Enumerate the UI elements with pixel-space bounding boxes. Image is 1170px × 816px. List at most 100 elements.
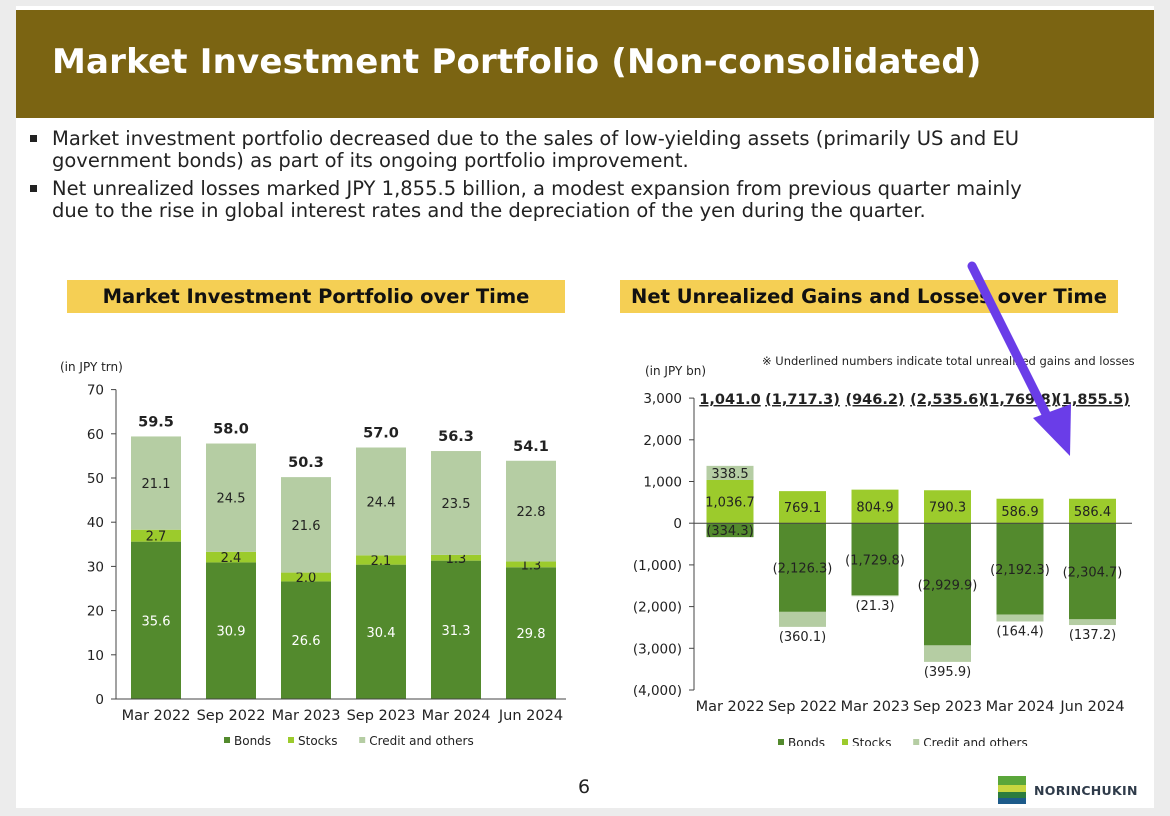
chart2-total-label: (946.2) [845,392,904,408]
chart1-data-label-stocks: 2.4 [221,551,242,566]
chart1-legend-swatch-credit-and-others [359,737,366,743]
chart2-y-tick-label: (3,000) [633,641,682,657]
chart1-y-tick-label: 10 [87,648,104,664]
chart1-total-label: 50.3 [288,455,324,471]
logo-mark-icon [998,776,1026,804]
chart2-x-tick-label: Mar 2023 [841,699,910,715]
chart2-y-tick-label: (2,000) [633,600,682,616]
bullet-marker [30,135,37,142]
chart1-total-label: 54.1 [513,439,549,455]
page-number: 6 [578,776,591,798]
title-bar: Market Investment Portfolio (Non-consoli… [16,10,1154,118]
chart1-y-tick-label: 70 [87,383,104,399]
chart2-legend-swatch-stocks [842,739,848,745]
chart1-bar-bonds-jun-2024 [506,567,556,699]
chart2-data-label-bonds: (2,126.3) [773,562,833,577]
chart1-unit-label: (in JPY trn) [60,360,123,374]
chart1-bar-credit-and-others-sep-2023 [356,447,406,556]
chart2-total-label: (1,769.8) [983,392,1058,408]
chart1-bar-stocks-mar-2022 [131,529,181,542]
chart2-y-tick-label: 0 [673,516,682,532]
chart2-bar-credit-and-others-mar-2024 [996,614,1044,622]
chart2-data-label-credit-and-others: (21.3) [855,599,894,614]
chart2-data-label-stocks: 1,036.7 [705,496,755,511]
unrealized-gains-chart: (in JPY bn) ※ Underlined numbers indicate… [633,354,1135,746]
chart1-bar-stocks-mar-2024 [431,554,481,561]
chart2-y-tick-label: 3,000 [643,391,682,407]
chart2-bar-bonds-mar-2022 [706,523,754,538]
chart1-data-label-stocks: 2.7 [146,530,167,545]
chart2-bar-bonds-jun-2024 [1069,523,1116,620]
chart1-bar-bonds-mar-2022 [131,541,181,699]
chart2-total-label: (1,717.3) [765,392,840,408]
chart1-total-label: 59.5 [138,414,174,430]
chart1-legend-swatch-bonds [224,737,230,743]
slide: Market Investment Portfolio (Non-consoli… [16,6,1154,808]
chart2-bar-credit-and-others-mar-2022 [706,465,754,480]
chart2-data-label-credit-and-others: (395.9) [924,665,971,680]
chart1-data-label-credit-and-others: 23.5 [442,497,471,512]
chart1-bar-credit-and-others-sep-2022 [206,443,256,552]
chart1-data-label-stocks: 2.1 [371,554,392,569]
norinchukin-logo: NORINCHUKIN [998,776,1148,806]
chart1-x-tick-label: Sep 2022 [197,708,266,724]
chart2-bar-credit-and-others-jun-2024 [1069,619,1116,626]
chart1-data-label-stocks: 1.3 [446,552,467,567]
chart-2-title: Net Unrealized Gains and Losses over Tim… [620,280,1118,313]
chart2-y-tick-label: 2,000 [643,433,682,449]
chart1-data-label-credit-and-others: 21.6 [292,519,321,534]
chart2-x-tick-label: Mar 2022 [696,699,765,715]
chart1-y-tick-label: 60 [87,427,104,443]
chart2-data-label-bonds: (2,192.3) [990,563,1050,578]
chart1-y-tick-label: 40 [87,515,104,531]
chart2-bar-credit-and-others-sep-2022 [779,611,826,627]
chart2-legend-credit-and-others: Credit and others [923,736,1028,746]
chart2-data-label-stocks: 769.1 [784,501,821,516]
chart1-bar-credit-and-others-mar-2023 [281,477,331,573]
bullet-2-line-1: Net unrealized losses marked JPY 1,855.5… [52,177,1022,200]
chart2-bar-stocks-mar-2023 [851,489,899,524]
chart1-data-label-bonds: 35.6 [142,614,171,629]
chart2-total-label: (2,535.6) [910,392,985,408]
chart2-legend-swatch-bonds [778,739,784,745]
chart2-data-label-stocks: 804.9 [856,500,893,515]
chart2-data-label-stocks: 586.4 [1074,505,1111,520]
chart1-bar-bonds-sep-2022 [206,562,256,699]
chart2-data-label-credit-and-others: (360.1) [779,630,826,645]
chart2-bar-stocks-mar-2024 [996,498,1044,524]
chart2-data-label-stocks: 790.3 [929,501,966,516]
chart1-x-tick-label: Mar 2024 [422,708,491,724]
chart1-data-label-credit-and-others: 22.8 [517,505,546,520]
chart1-data-label-stocks: 2.0 [296,571,317,586]
chart1-bar-bonds-mar-2023 [281,581,331,699]
chart2-data-label-credit-and-others: 338.5 [711,467,748,482]
chart1-data-label-bonds: 26.6 [292,634,321,649]
chart2-bar-bonds-mar-2023 [851,523,899,596]
chart2-data-label-bonds: (334.3) [706,524,753,539]
chart2-bar-credit-and-others-mar-2023 [851,595,899,597]
chart2-total-label: 1,041.0 [699,392,760,408]
chart1-data-label-bonds: 29.8 [517,627,546,642]
chart1-data-label-bonds: 31.3 [442,624,471,639]
chart1-y-tick-label: 50 [87,471,104,487]
chart1-bar-stocks-jun-2024 [506,561,556,568]
chart1-data-label-credit-and-others: 24.4 [367,495,396,510]
chart2-bar-stocks-sep-2022 [779,491,826,524]
chart2-x-tick-label: Mar 2024 [986,699,1055,715]
chart2-legend-bonds: Bonds [788,736,825,746]
chart2-total-label: (1,855.5) [1055,392,1130,408]
chart1-bar-bonds-sep-2023 [356,564,406,699]
chart2-bar-bonds-mar-2024 [996,523,1044,615]
chart-1-title: Market Investment Portfolio over Time [67,280,565,313]
chart2-legend-swatch-credit-and-others [913,739,920,745]
bullet-marker [30,185,37,192]
chart1-bar-stocks-mar-2023 [281,572,331,582]
chart1-x-tick-label: Sep 2023 [347,708,416,724]
chart1-y-tick-label: 30 [87,559,104,575]
chart2-y-tick-label: (1,000) [633,558,682,574]
page-title: Market Investment Portfolio (Non-consoli… [52,42,982,82]
chart1-legend-swatch-stocks [288,737,294,743]
chart1-bar-stocks-sep-2022 [206,551,256,563]
chart2-bar-bonds-sep-2023 [924,523,971,646]
chart2-x-tick-label: Sep 2023 [913,699,982,715]
